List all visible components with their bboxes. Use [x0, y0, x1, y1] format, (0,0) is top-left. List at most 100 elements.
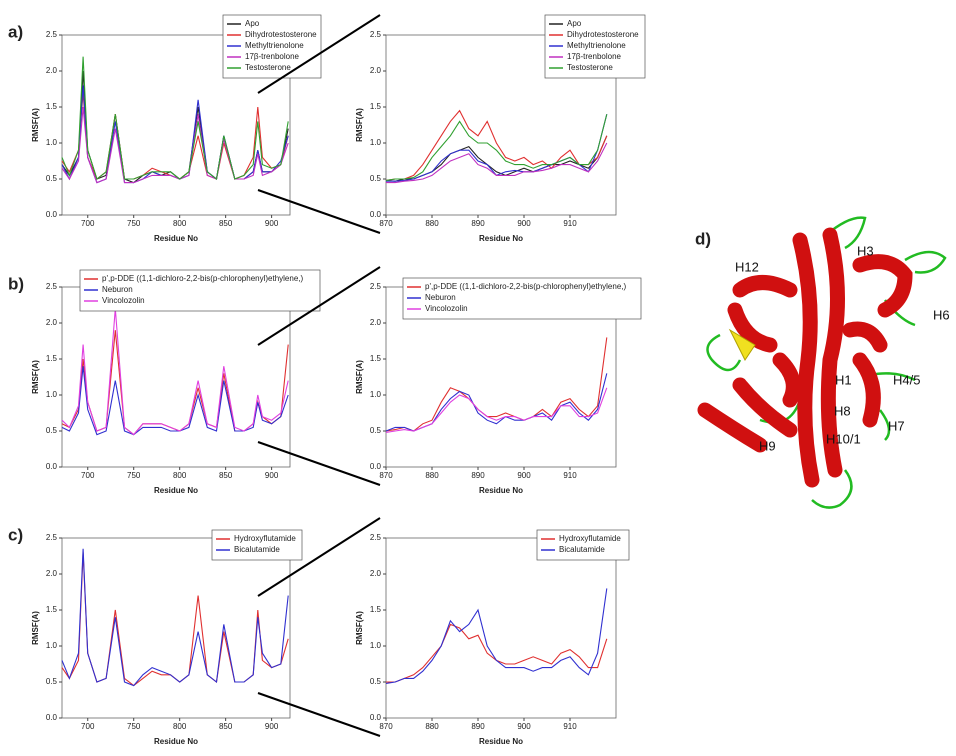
chart: 0.00.51.01.52.02.5870880890900910Residue… [355, 15, 645, 243]
y-tick-label: 1.0 [370, 641, 382, 650]
y-axis-title: RMSF(A) [31, 108, 40, 142]
y-axis-title: RMSF(A) [31, 611, 40, 645]
helix [780, 360, 793, 400]
y-tick-label: 1.0 [46, 641, 58, 650]
y-tick-label: 2.0 [370, 318, 382, 327]
x-tick-label: 850 [219, 722, 233, 731]
helix-label: H4/5 [893, 372, 920, 387]
helix [800, 240, 812, 480]
y-tick-label: 0.5 [370, 426, 382, 435]
series-line [62, 366, 288, 434]
series-line [386, 588, 607, 683]
legend-label: Bicalutamide [559, 545, 605, 554]
x-tick-label: 890 [471, 722, 485, 731]
y-axis-title: RMSF(A) [355, 360, 364, 394]
y-tick-label: 1.5 [46, 605, 58, 614]
y-tick-label: 0.0 [46, 210, 58, 219]
x-tick-label: 870 [379, 471, 393, 480]
helix [860, 360, 873, 420]
x-tick-label: 910 [563, 722, 577, 731]
y-tick-label: 2.5 [46, 30, 58, 39]
x-axis-title: Residue No [479, 486, 523, 495]
legend-label: 17β-trenbolone [567, 52, 622, 61]
helix-label: H3 [857, 243, 874, 258]
page: {"chart_data": [ {"type": "line", "panel… [0, 0, 956, 756]
x-tick-label: 900 [517, 722, 531, 731]
y-tick-label: 2.5 [46, 533, 58, 542]
y-tick-label: 1.5 [370, 102, 382, 111]
y-tick-label: 2.0 [46, 318, 58, 327]
helix-label: H1 [835, 372, 852, 387]
y-tick-label: 0.5 [46, 677, 58, 686]
x-tick-label: 910 [563, 471, 577, 480]
y-tick-label: 0.5 [46, 426, 58, 435]
legend-label: 17β-trenbolone [245, 52, 300, 61]
x-tick-label: 850 [219, 219, 233, 228]
helix [740, 385, 790, 430]
plot-frame [62, 287, 290, 467]
y-tick-label: 0.0 [46, 462, 58, 471]
x-tick-label: 890 [471, 471, 485, 480]
y-tick-label: 0.5 [370, 174, 382, 183]
legend-label: Testosterone [245, 63, 291, 72]
y-axis-title: RMSF(A) [355, 611, 364, 645]
y-tick-label: 0.5 [46, 174, 58, 183]
legend-label: Hydroxyflutamide [559, 534, 621, 543]
helix [740, 283, 790, 291]
x-tick-label: 890 [471, 219, 485, 228]
y-tick-label: 1.0 [46, 138, 58, 147]
y-tick-label: 2.5 [46, 282, 58, 291]
helix [705, 410, 760, 445]
loop [905, 252, 945, 272]
legend-label: Dihydrotestosterone [567, 30, 639, 39]
x-axis-title: Residue No [479, 234, 523, 243]
y-axis-title: RMSF(A) [31, 360, 40, 394]
x-tick-label: 880 [425, 722, 439, 731]
x-axis-title: Residue No [154, 737, 198, 746]
y-tick-label: 0.0 [370, 210, 382, 219]
x-tick-label: 700 [81, 722, 95, 731]
x-tick-label: 900 [265, 722, 279, 731]
helix-label: H10/1 [826, 431, 861, 446]
series-line [62, 549, 288, 686]
y-tick-label: 1.5 [370, 354, 382, 363]
panel-label: c) [8, 525, 23, 544]
x-tick-label: 800 [173, 471, 187, 480]
panel-label: a) [8, 22, 23, 41]
legend-label: Hydroxyflutamide [234, 534, 296, 543]
legend-label: p',p-DDE ((1,1-dichloro-2,2-bis(p-chloro… [102, 274, 304, 283]
legend-label: Vincolozolin [425, 304, 468, 313]
series-line [62, 309, 288, 435]
chart: 0.00.51.01.52.02.5700750800850900Residue… [8, 518, 380, 746]
legend-label: Apo [567, 19, 582, 28]
legend-label: Apo [245, 19, 260, 28]
legend-label: Dihydrotestosterone [245, 30, 317, 39]
panel-label: d) [695, 229, 711, 248]
series-line [386, 114, 607, 180]
y-tick-label: 2.0 [370, 569, 382, 578]
y-tick-label: 0.0 [46, 713, 58, 722]
y-tick-label: 1.5 [46, 102, 58, 111]
helix-label: H7 [888, 418, 905, 433]
x-tick-label: 900 [265, 219, 279, 228]
x-tick-label: 750 [127, 471, 141, 480]
legend-label: Methyltrienolone [245, 41, 304, 50]
y-tick-label: 2.0 [370, 66, 382, 75]
legend-label: Methyltrienolone [567, 41, 626, 50]
x-tick-label: 900 [265, 471, 279, 480]
y-tick-label: 2.0 [46, 569, 58, 578]
y-tick-label: 2.5 [370, 533, 382, 542]
x-tick-label: 850 [219, 471, 233, 480]
x-tick-label: 800 [173, 219, 187, 228]
y-tick-label: 1.5 [46, 354, 58, 363]
y-tick-label: 1.5 [370, 605, 382, 614]
chart: 0.00.51.01.52.02.5700750800850900Residue… [8, 267, 380, 495]
y-tick-label: 1.0 [370, 138, 382, 147]
series-line [386, 337, 607, 431]
x-tick-label: 870 [379, 722, 393, 731]
helix-label: H6 [933, 307, 950, 322]
legend-label: Bicalutamide [234, 545, 280, 554]
